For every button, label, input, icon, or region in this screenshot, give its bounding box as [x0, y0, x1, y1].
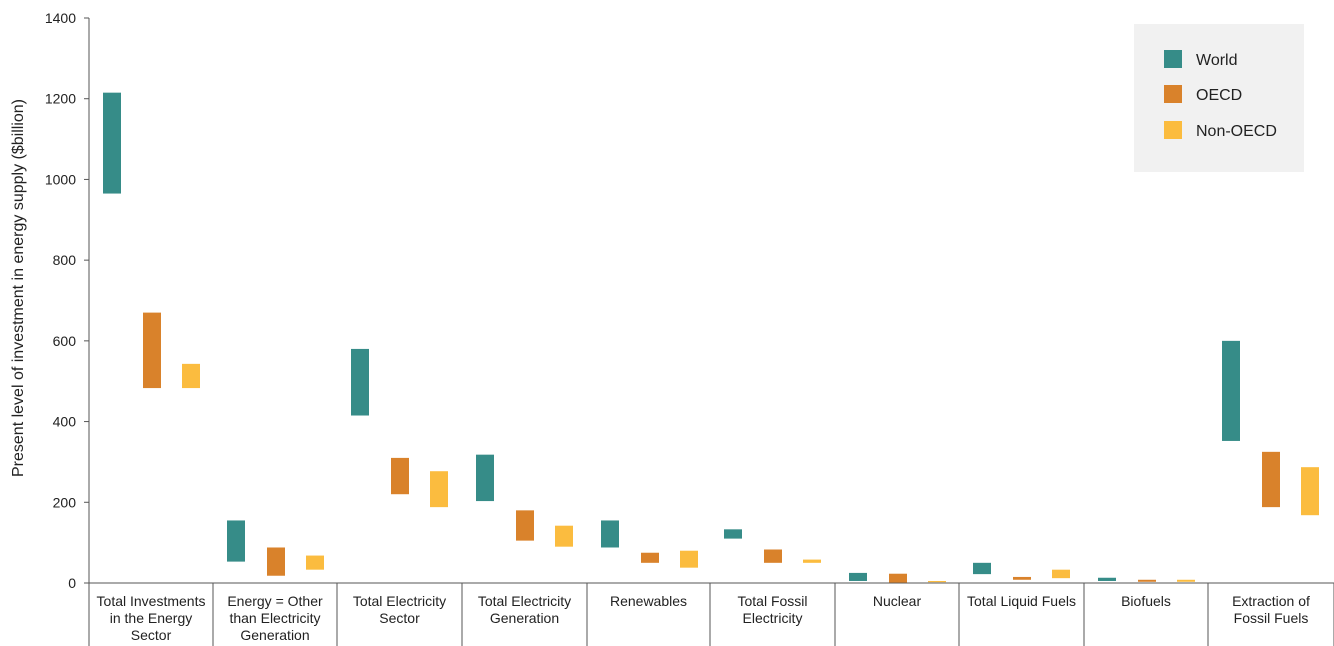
bar-oecd [1262, 451, 1280, 508]
bar-world [973, 562, 991, 575]
legend-label: World [1196, 52, 1238, 69]
bar-oecd [516, 510, 534, 541]
bar-oecd [1138, 579, 1156, 582]
bar-oecd [1013, 576, 1031, 580]
y-tick-label: 200 [53, 494, 77, 510]
legend-swatch [1164, 50, 1182, 68]
y-tick-label: 400 [53, 414, 77, 430]
bar-world [849, 572, 867, 581]
y-tick-label: 1400 [45, 10, 76, 26]
x-category-label: Renewables [610, 593, 687, 609]
y-axis: 0 200 400 600 800 1000 1200 1400 [45, 10, 90, 591]
bar-world [601, 520, 619, 548]
legend: World OECD Non-OECD [1134, 24, 1304, 172]
x-category-label: Total Electricity Sector [353, 593, 446, 626]
bar-oecd [267, 547, 285, 576]
bar-world [476, 454, 494, 502]
bar-world [1098, 577, 1116, 581]
y-tick-label: 1200 [45, 91, 76, 107]
y-tick-label: 600 [53, 333, 77, 349]
legend-background [1134, 24, 1304, 172]
bar-non-oecd [1301, 467, 1319, 516]
legend-label: Non-OECD [1196, 123, 1277, 140]
bars-layer [103, 92, 1319, 583]
bar-oecd [143, 312, 161, 389]
legend-swatch [1164, 121, 1182, 139]
x-category-label: Total Liquid Fuels [967, 593, 1076, 609]
y-tick-label: 0 [68, 575, 76, 591]
bar-oecd [889, 573, 907, 583]
x-category-label: Biofuels [1121, 593, 1171, 609]
bar-world [351, 348, 369, 416]
bar-non-oecd [555, 525, 573, 547]
bar-oecd [391, 457, 409, 495]
legend-swatch [1164, 85, 1182, 103]
bar-non-oecd [803, 559, 821, 563]
x-category-label: Nuclear [873, 593, 922, 609]
bar-non-oecd [1052, 569, 1070, 579]
x-category-label: Energy = Other than Electricity Generation [227, 593, 323, 643]
bar-non-oecd [182, 363, 200, 389]
x-category-label: Total Fossil Electricity [737, 593, 807, 626]
legend-label: OECD [1196, 87, 1242, 104]
x-axis: Total Investments in the Energy Sector Ener… [88, 582, 1334, 646]
bar-world [1222, 340, 1240, 441]
bar-world [724, 529, 742, 539]
bar-non-oecd [430, 471, 448, 508]
x-category-label: Total Electricity Generation [478, 593, 571, 626]
y-tick-label: 800 [53, 252, 77, 268]
bar-oecd [641, 552, 659, 563]
bar-oecd [764, 549, 782, 563]
y-axis-title: Present level of investment in energy su… [10, 99, 27, 477]
bar-non-oecd [306, 555, 324, 570]
x-category-label: Total Investments in the Energy Sector [97, 593, 206, 643]
bar-non-oecd [928, 580, 946, 583]
bar-non-oecd [1177, 579, 1195, 582]
bar-non-oecd [680, 550, 698, 568]
bar-world [103, 92, 121, 194]
bar-world [227, 520, 245, 562]
x-category-label: Extraction of Fossil Fuels [1232, 593, 1310, 626]
y-tick-label: 1000 [45, 171, 76, 187]
